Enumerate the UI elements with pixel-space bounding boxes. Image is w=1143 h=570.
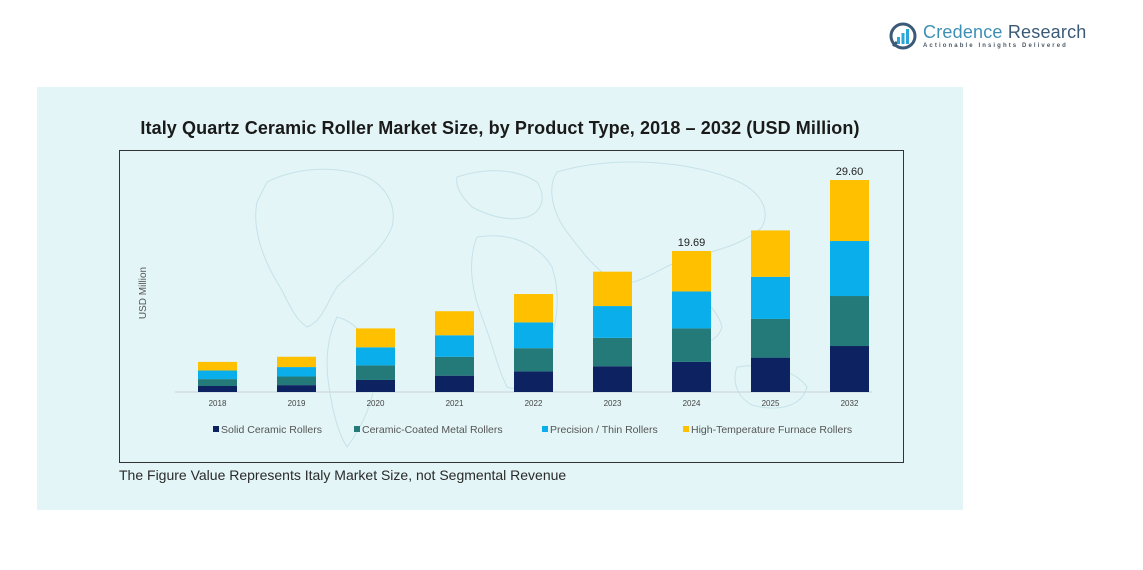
bar-stack-2032: [830, 180, 869, 392]
bar-segment-2023-2: [593, 337, 632, 367]
brand-logo: Credence Research Actionable Insights De…: [889, 22, 1087, 50]
bar-stack-2023: [593, 271, 632, 392]
legend-swatch: [354, 426, 360, 432]
legend-swatch: [542, 426, 548, 432]
bar-stack-2020: [356, 328, 395, 392]
bar-segment-2018-1: [198, 385, 237, 392]
bar-stack-2022: [514, 294, 553, 392]
bar-segment-2018-3: [198, 370, 237, 380]
bar-segment-2032-2: [830, 296, 869, 347]
legend-item: Precision / Thin Rollers: [542, 424, 658, 436]
bar-chart-circle-logo-icon: [889, 22, 917, 50]
bar-segment-2022-2: [514, 348, 553, 372]
x-tick-label: 2032: [841, 399, 859, 408]
bar-segment-2032-3: [830, 241, 869, 297]
legend-swatch: [213, 426, 219, 432]
bar-segment-2021-2: [435, 356, 474, 376]
bar-segment-2021-1: [435, 375, 474, 392]
legend-label: High-Temperature Furnace Rollers: [691, 424, 852, 436]
bar-segment-2025-2: [751, 318, 790, 358]
chart-panel: Italy Quartz Ceramic Roller Market Size,…: [37, 87, 963, 510]
x-tick-label: 2019: [288, 399, 306, 408]
chart-frame: USD Million 2018 2019 2020 2021 2022 2023 2024…: [119, 150, 904, 463]
bar-segment-2032-4: [830, 180, 869, 242]
x-tick-label: 2021: [446, 399, 464, 408]
x-tick-label: 2020: [367, 399, 385, 408]
brand-name: Credence Research: [923, 22, 1087, 42]
bar-segment-2019-2: [277, 376, 316, 386]
bar-stack-2018: [198, 361, 237, 392]
chart-title: Italy Quartz Ceramic Roller Market Size,…: [140, 118, 860, 138]
bar-segment-2020-2: [356, 365, 395, 380]
bar-segment-2022-1: [514, 371, 553, 392]
bar-segment-2019-3: [277, 367, 316, 377]
bar-segment-2021-4: [435, 311, 474, 336]
data-label-2032: 29.60: [836, 166, 864, 178]
legend-label: Solid Ceramic Rollers: [221, 424, 322, 436]
x-tick-label: 2025: [762, 399, 780, 408]
legend-item: Solid Ceramic Rollers: [213, 424, 322, 436]
legend-label: Ceramic-Coated Metal Rollers: [362, 424, 503, 436]
brand-tagline: Actionable Insights Delivered: [923, 43, 1068, 49]
x-tick-label: 2024: [683, 399, 701, 408]
bar-stack-2021: [435, 311, 474, 392]
bar-segment-2018-2: [198, 379, 237, 386]
bar-segment-2024-2: [672, 328, 711, 362]
footnote: The Figure Value Represents Italy Market…: [119, 467, 567, 483]
bar-segment-2023-3: [593, 306, 632, 338]
bar-segment-2022-3: [514, 322, 553, 349]
legend-item: Ceramic-Coated Metal Rollers: [354, 424, 503, 436]
bar-segment-2020-1: [356, 379, 395, 392]
bar-segment-2025-1: [751, 357, 790, 392]
bar-segment-2025-3: [751, 276, 790, 319]
legend-item: High-Temperature Furnace Rollers: [683, 424, 852, 436]
bar-segment-2020-3: [356, 347, 395, 366]
bar-segment-2032-1: [830, 346, 869, 392]
bar-segment-2023-1: [593, 366, 632, 392]
bar-stack-2024: [672, 250, 711, 392]
stacked-bar-chart: USD Million 2018 2019 2020 2021 2022 2023 2024…: [138, 166, 872, 436]
bar-segment-2019-4: [277, 356, 316, 368]
x-tick-label: 2023: [604, 399, 622, 408]
x-tick-label: 2018: [209, 399, 227, 408]
bar-segment-2018-4: [198, 361, 237, 371]
bar-segment-2019-1: [277, 385, 316, 392]
y-axis-label: USD Million: [138, 267, 149, 319]
bar-segment-2020-4: [356, 328, 395, 348]
bar-segment-2025-4: [751, 230, 790, 277]
bar-segment-2024-3: [672, 291, 711, 329]
bar-segment-2022-4: [514, 294, 553, 323]
legend-label: Precision / Thin Rollers: [550, 424, 658, 436]
bar-segment-2024-4: [672, 250, 711, 292]
bar-stack-2025: [751, 230, 790, 392]
x-tick-label: 2022: [525, 399, 543, 408]
bar-segment-2021-3: [435, 335, 474, 357]
data-label-2024: 19.69: [678, 237, 706, 249]
bar-segment-2023-4: [593, 271, 632, 307]
legend-swatch: [683, 426, 689, 432]
bar-segment-2024-1: [672, 361, 711, 392]
bar-stack-2019: [277, 356, 316, 392]
